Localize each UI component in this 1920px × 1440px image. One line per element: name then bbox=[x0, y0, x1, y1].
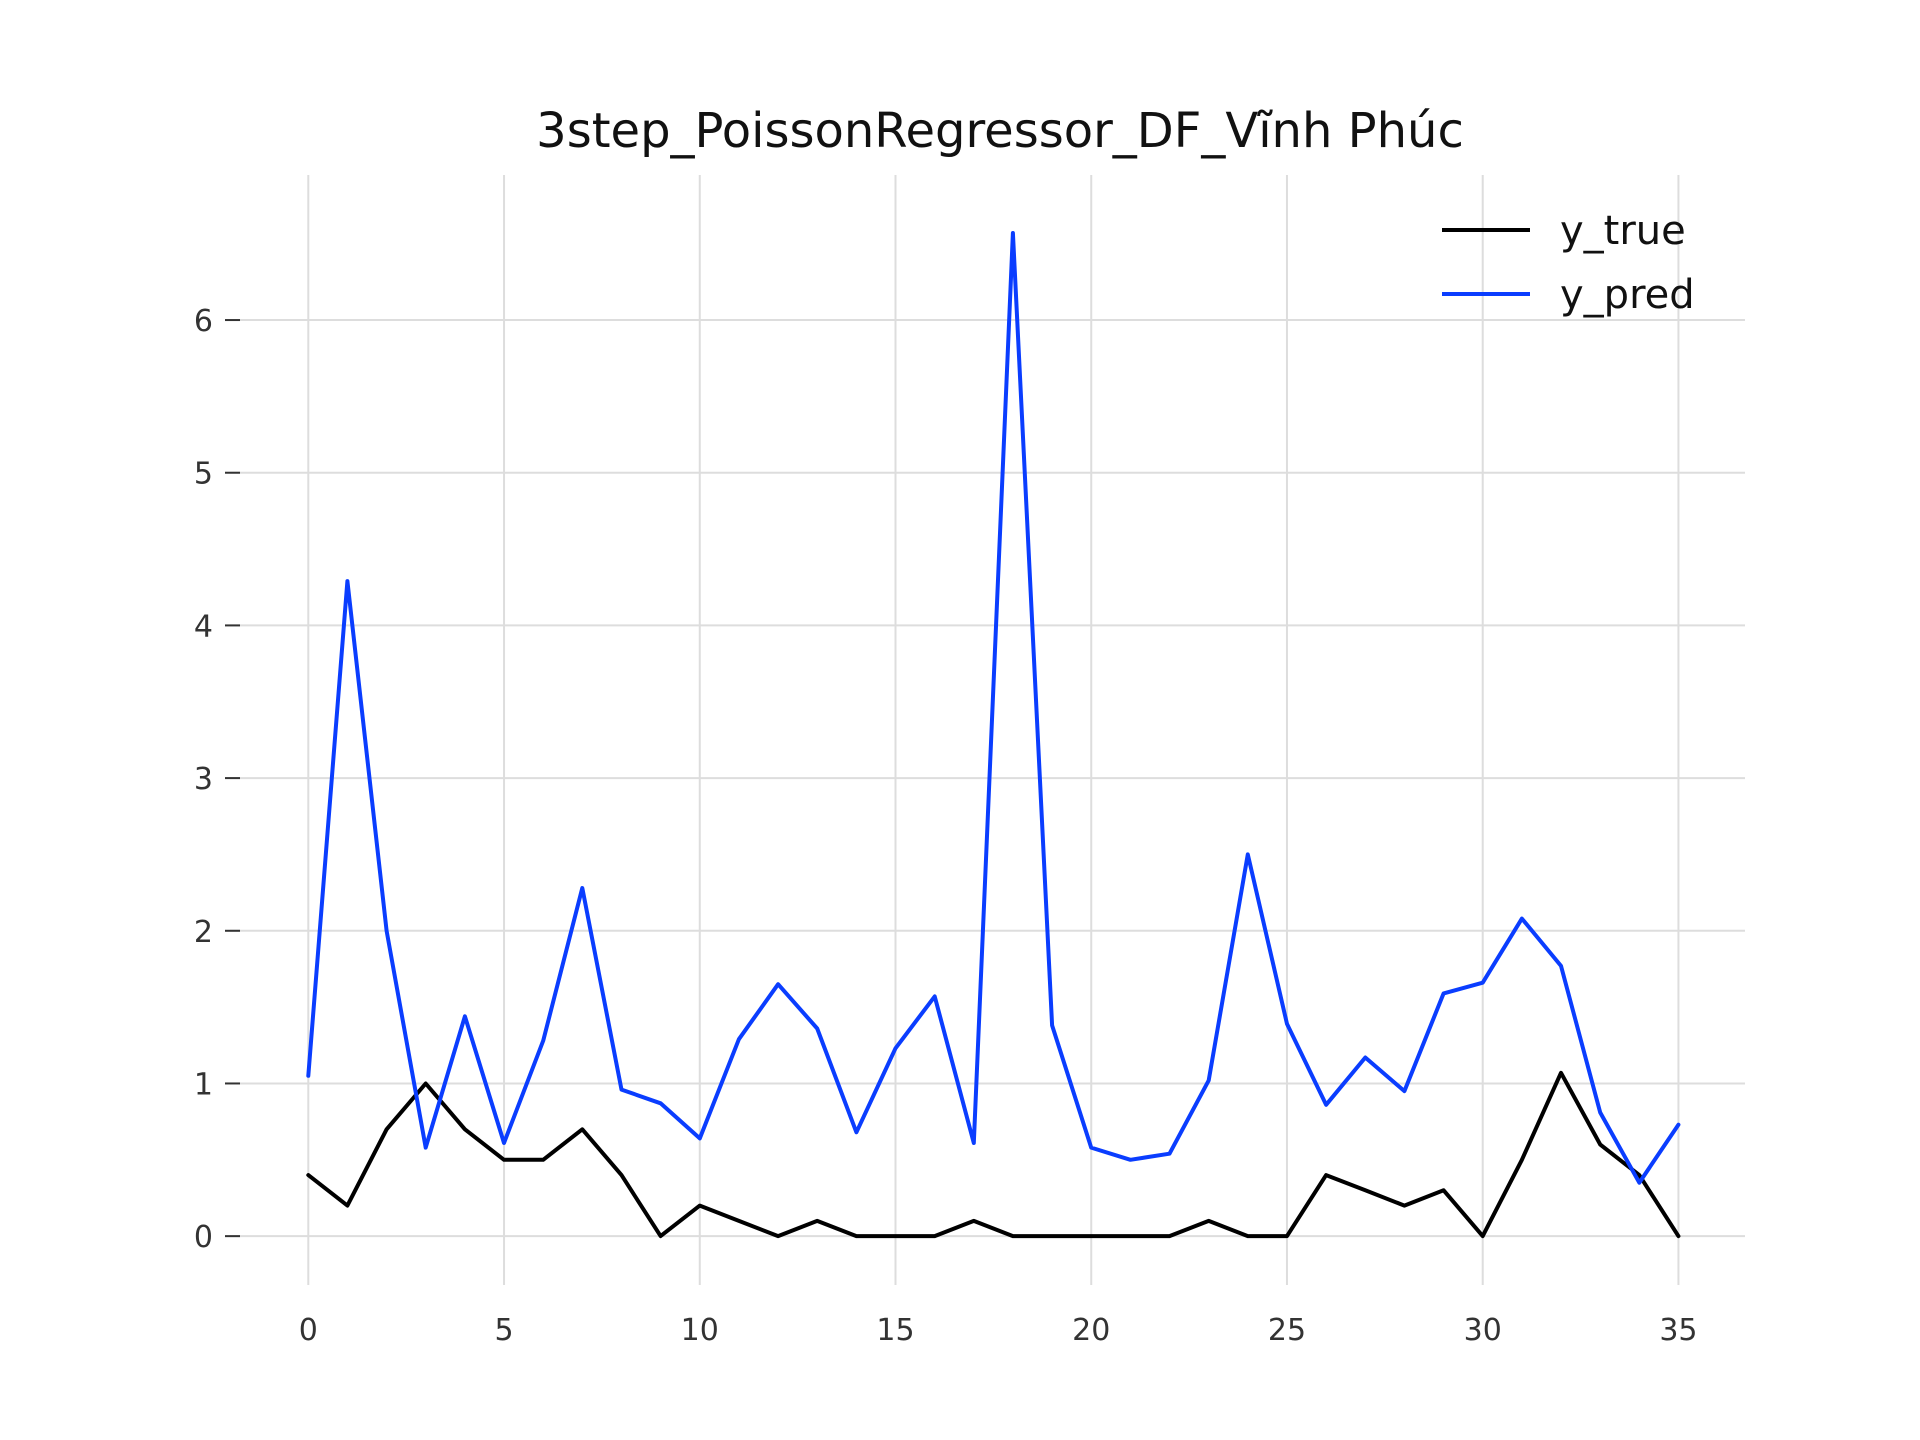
series-line-y-true bbox=[306, 1070, 1681, 1239]
x-axis: 0 5 10 15 20 25 30 35 bbox=[299, 1313, 1698, 1348]
grid bbox=[230, 175, 1745, 1285]
x-tick-label: 15 bbox=[876, 1313, 914, 1348]
y-tick-label: 4 bbox=[194, 609, 213, 644]
y-tick-label: 6 bbox=[194, 304, 213, 339]
y-tick-label: 0 bbox=[194, 1220, 213, 1255]
y-axis: 0 1 2 3 4 5 6 bbox=[194, 304, 240, 1255]
y-tick-label: 5 bbox=[194, 457, 213, 492]
series-group bbox=[306, 231, 1681, 1239]
y-tick-label: 2 bbox=[194, 915, 213, 950]
x-tick-label: 30 bbox=[1464, 1313, 1502, 1348]
legend-label-y-true: y_true bbox=[1560, 208, 1686, 254]
y-tick-label: 1 bbox=[194, 1067, 213, 1102]
x-tick-label: 10 bbox=[681, 1313, 719, 1348]
x-tick-label: 20 bbox=[1072, 1313, 1110, 1348]
x-tick-label: 35 bbox=[1659, 1313, 1697, 1348]
x-tick-label: 25 bbox=[1268, 1313, 1306, 1348]
x-tick-label: 5 bbox=[494, 1313, 513, 1348]
x-tick-label: 0 bbox=[299, 1313, 318, 1348]
legend-label-y-pred: y_pred bbox=[1560, 272, 1695, 318]
series-line-y-pred bbox=[306, 231, 1681, 1185]
legend: y_true y_pred bbox=[1442, 208, 1695, 318]
y-tick-label: 3 bbox=[194, 762, 213, 797]
chart-title: 3step_PoissonRegressor_DF_Vĩnh Phúc bbox=[536, 103, 1464, 159]
